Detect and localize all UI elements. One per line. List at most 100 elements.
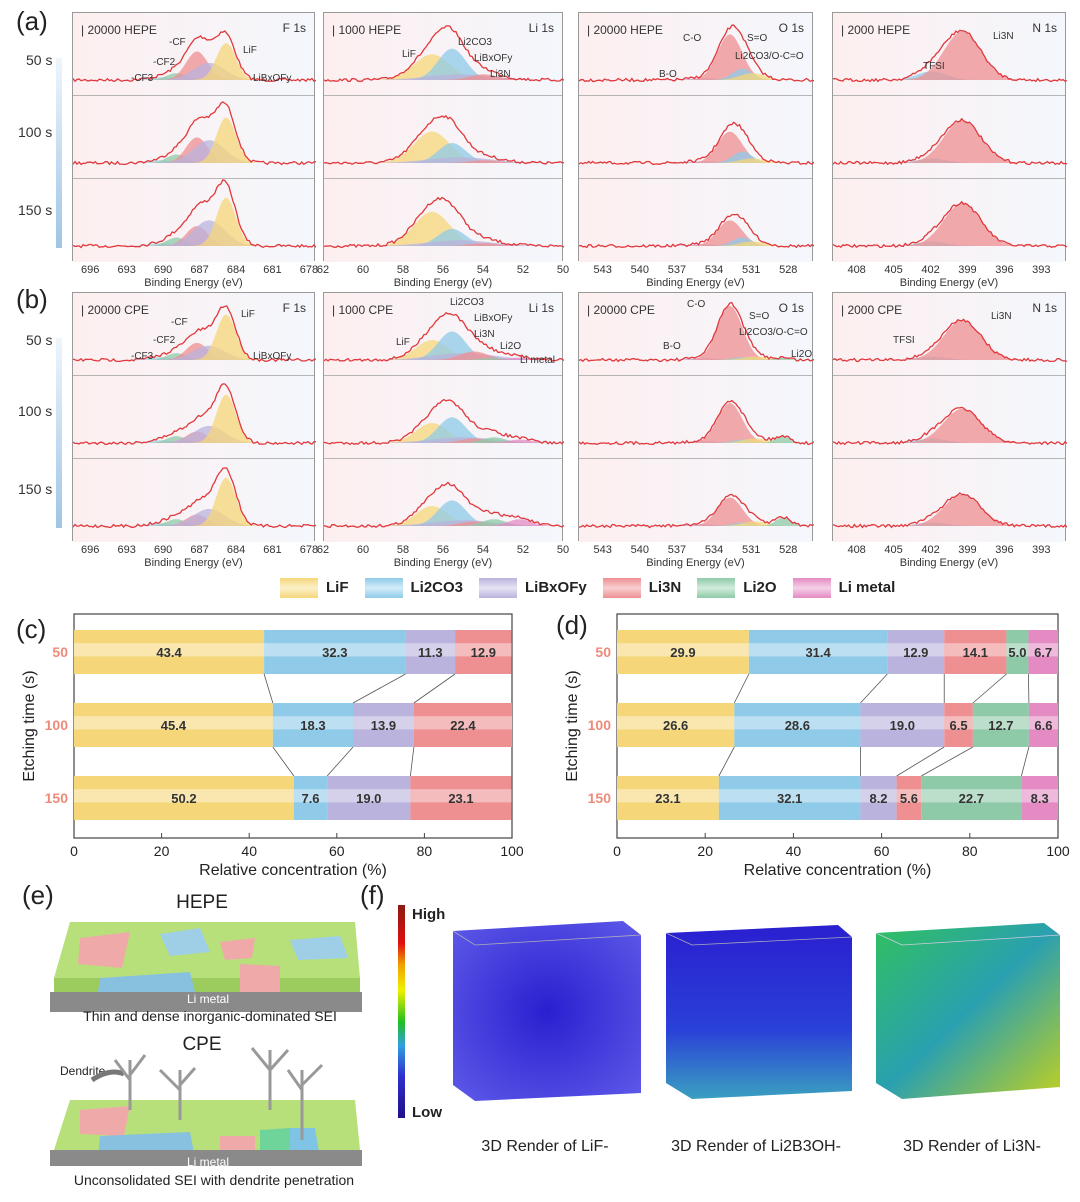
x-tick-label: 20 xyxy=(697,843,713,859)
xps-spectrum-row: | 20000 CPE O 1s C-O S=O Li2CO3/O-C=O B-O Li2O xyxy=(579,293,814,376)
legend-swatch xyxy=(602,578,641,598)
colorbar-low-label: Low xyxy=(412,1104,442,1121)
x-tick-label: 50 xyxy=(556,544,570,556)
xps-spectrum-row xyxy=(833,96,1067,179)
legend-label: Li2CO3 xyxy=(410,578,464,596)
xps-spectrum xyxy=(324,25,564,82)
x-tick-label: 690 xyxy=(153,544,173,556)
x-tick-label: 62 xyxy=(316,544,330,556)
data-label: 19.0 xyxy=(890,718,915,733)
xps-spectrum-row xyxy=(579,96,814,179)
x-axis-label: Binding Energy (eV) xyxy=(393,557,493,569)
xps-spectrum-row xyxy=(73,179,316,262)
legend-label: Li2O xyxy=(743,578,777,596)
grain-li3n xyxy=(220,938,255,960)
x-tick-label: 0 xyxy=(613,843,621,859)
xps-spectrum-row xyxy=(73,96,316,179)
xps-spectrum xyxy=(324,114,564,166)
x-tick-label: 60 xyxy=(356,264,370,276)
peak-annotation: C-O xyxy=(683,33,702,44)
intensity-scale-label: | 1000 HEPE xyxy=(332,23,402,37)
bar-highlight xyxy=(1006,643,1029,657)
cpe-title: CPE xyxy=(182,1034,222,1055)
envelope-fit-line xyxy=(579,493,814,529)
connector-line xyxy=(860,673,888,704)
peak-annotation: Li2CO3/O-C=O xyxy=(735,51,804,62)
fit-component-peak xyxy=(579,241,814,246)
fit-component-peak xyxy=(579,436,814,443)
x-axis-label: Binding Energy (eV) xyxy=(646,277,745,289)
xps-spectrum-row xyxy=(833,459,1067,542)
fit-component-peak xyxy=(579,517,814,526)
legend-label: LiBxOFy xyxy=(525,578,587,596)
xps-panel-b-n1s: | 2000 CPE N 1s Li3N TFSI xyxy=(832,292,1067,542)
x-tick-label: 80 xyxy=(417,843,433,859)
fit-component-peak xyxy=(833,120,1067,163)
bar-chart-c: 43.4 32.3 11.3 12.9 50 45.4 18.3 13.9 22.4 100 50.… xyxy=(21,613,524,879)
fit-component-peak xyxy=(579,158,814,163)
envelope-fit-line xyxy=(579,213,814,249)
xps-spectrum xyxy=(579,24,814,83)
xps-spectrum-row xyxy=(579,376,814,459)
fit-component-peak xyxy=(324,211,564,246)
fit-component-peak xyxy=(579,357,814,360)
envelope-fit-line xyxy=(73,179,316,249)
intensity-scale-label: | 20000 CPE xyxy=(81,303,149,317)
bar-highlight xyxy=(1021,789,1058,803)
fit-component-peak xyxy=(324,74,564,80)
legend-item: Li3N xyxy=(602,578,682,598)
intensity-scale-label: | 20000 CPE xyxy=(587,303,655,317)
connector-line xyxy=(352,673,406,704)
bar-segment-li2co3 xyxy=(272,703,354,747)
peak-annotation: Li3N xyxy=(991,311,1012,322)
x-tick-label: 393 xyxy=(1032,544,1051,556)
envelope-fit-line xyxy=(833,117,1067,166)
connector-line xyxy=(263,673,274,704)
x-tick-label: 393 xyxy=(1032,264,1051,276)
x-tick-label: 56 xyxy=(436,264,450,276)
xps-spectrum xyxy=(833,117,1067,166)
x-axis-label: Binding Energy (eV) xyxy=(899,277,999,289)
data-label: 50.2 xyxy=(171,791,196,806)
cpe-sei-illustration xyxy=(50,1047,362,1166)
fit-component-peak xyxy=(579,131,814,163)
x-tick-label: 540 xyxy=(630,544,650,556)
data-label: 12.9 xyxy=(903,645,928,660)
x-tick-label: 678 xyxy=(299,264,319,276)
legend-label: Li3N xyxy=(648,578,682,596)
bar-segment-libxofy xyxy=(405,630,456,674)
peak-annotation: B-O xyxy=(663,341,681,352)
xps-spectrum xyxy=(73,30,316,83)
bar-segment-lif xyxy=(74,630,265,674)
x-tick-label: 52 xyxy=(516,264,530,276)
bar-segment-li2o xyxy=(921,776,1022,820)
bar-highlight xyxy=(718,789,861,803)
peak-annotation: TFSI xyxy=(893,335,915,346)
row-label: 100 s xyxy=(18,124,53,140)
bar-highlight xyxy=(74,716,273,730)
x-tick-label: 60 xyxy=(874,843,890,859)
connector-line xyxy=(409,746,415,777)
x-tick-label: 543 xyxy=(593,264,612,276)
grain-li2co3 xyxy=(98,972,195,992)
data-label: 19.0 xyxy=(356,791,381,806)
x-tick-label: 693 xyxy=(117,264,136,276)
peak-annotation: -CF2 xyxy=(153,57,176,68)
bar-highlight xyxy=(748,643,888,657)
peak-annotation: -CF3 xyxy=(131,351,154,362)
data-label: 45.4 xyxy=(161,718,187,733)
x-tick-label: 62 xyxy=(316,264,330,276)
x-axis-label: Relative concentration (%) xyxy=(744,862,932,879)
fit-component-peak xyxy=(324,48,564,80)
xps-panel-b-o1s: | 20000 CPE O 1s C-O S=O Li2CO3/O-C=O B-O Li2O xyxy=(578,292,814,542)
x-tick-label: 56 xyxy=(436,544,450,556)
peak-annotation: LiF xyxy=(243,45,257,56)
grain-li3n xyxy=(78,932,130,968)
fit-component-peak xyxy=(579,161,814,163)
xps-spectrum xyxy=(579,121,814,166)
x-tick-label: 540 xyxy=(630,264,650,276)
bar-segment-li3n xyxy=(410,776,512,820)
bar-segment-lif xyxy=(617,630,749,674)
etch-direction-arrow xyxy=(56,58,62,248)
dendrite xyxy=(158,1067,197,1120)
